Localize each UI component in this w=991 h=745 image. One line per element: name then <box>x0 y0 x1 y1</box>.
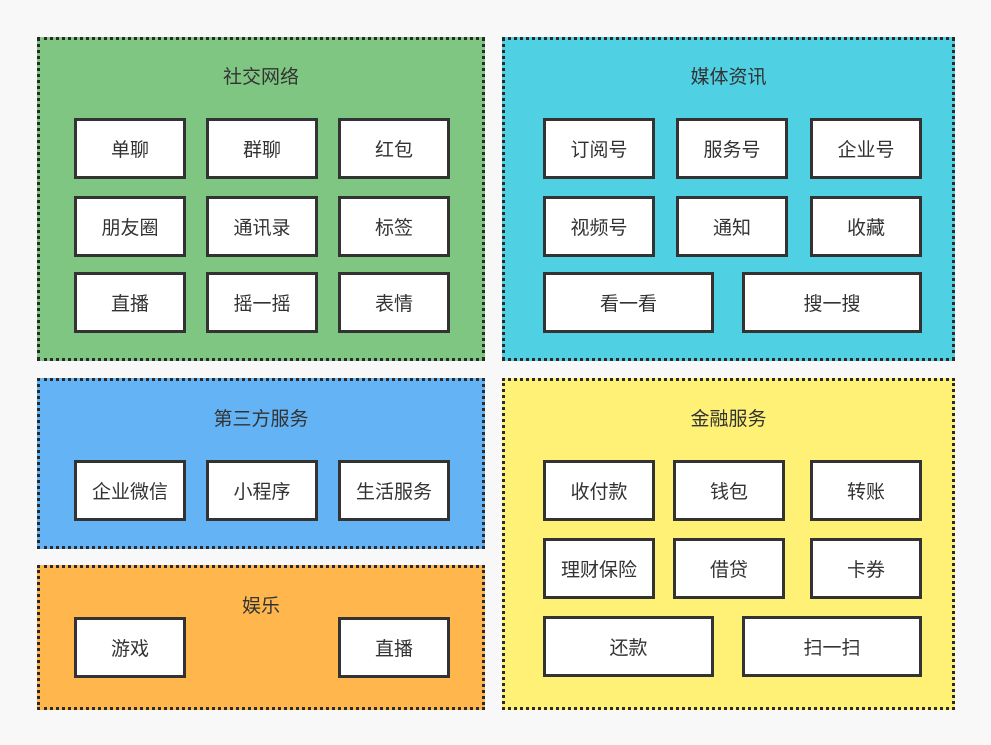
group-title-social-network: 社交网络 <box>222 66 299 88</box>
node-wecom[interactable]: 企业微信 <box>74 460 186 521</box>
node-shake[interactable]: 摇一摇 <box>206 272 318 333</box>
node-wealth-insurance[interactable]: 理财保险 <box>543 538 655 599</box>
node-scan[interactable]: 扫一扫 <box>742 616 922 677</box>
node-notification[interactable]: 通知 <box>676 196 788 257</box>
group-title-third-party-services: 第三方服务 <box>213 408 309 430</box>
node-contacts[interactable]: 通讯录 <box>206 196 318 257</box>
node-red-packet[interactable]: 红包 <box>338 118 450 179</box>
group-title-entertainment: 娱乐 <box>241 595 280 617</box>
node-subscription-account[interactable]: 订阅号 <box>543 118 655 179</box>
node-live-entertainment[interactable]: 直播 <box>338 617 450 678</box>
node-coupons[interactable]: 卡券 <box>810 538 922 599</box>
group-entertainment: 娱乐 游戏 直播 <box>37 565 485 710</box>
node-emoji[interactable]: 表情 <box>338 272 450 333</box>
node-payments[interactable]: 收付款 <box>543 460 655 521</box>
node-enterprise-account[interactable]: 企业号 <box>810 118 922 179</box>
node-life-services[interactable]: 生活服务 <box>338 460 450 521</box>
node-tags[interactable]: 标签 <box>338 196 450 257</box>
group-social-network: 社交网络 单聊 群聊 红包 朋友圈 通讯录 标签 直播 摇一摇 表情 <box>37 37 485 361</box>
node-transfer[interactable]: 转账 <box>810 460 922 521</box>
node-video-account[interactable]: 视频号 <box>543 196 655 257</box>
group-financial-services: 金融服务 收付款 钱包 转账 理财保险 借贷 卡券 还款 扫一扫 <box>502 378 955 710</box>
node-wallet[interactable]: 钱包 <box>673 460 785 521</box>
node-top-stories[interactable]: 看一看 <box>543 272 714 333</box>
group-media-news: 媒体资讯 订阅号 服务号 企业号 视频号 通知 收藏 看一看 搜一搜 <box>502 37 955 361</box>
node-single-chat[interactable]: 单聊 <box>74 118 186 179</box>
node-loans[interactable]: 借贷 <box>673 538 785 599</box>
node-favorites[interactable]: 收藏 <box>810 196 922 257</box>
node-mini-program[interactable]: 小程序 <box>206 460 318 521</box>
node-group-chat[interactable]: 群聊 <box>206 118 318 179</box>
node-service-account[interactable]: 服务号 <box>676 118 788 179</box>
node-repayment[interactable]: 还款 <box>543 616 714 677</box>
node-search[interactable]: 搜一搜 <box>742 272 922 333</box>
node-live[interactable]: 直播 <box>74 272 186 333</box>
node-moments[interactable]: 朋友圈 <box>74 196 186 257</box>
group-third-party-services: 第三方服务 企业微信 小程序 生活服务 <box>37 378 485 549</box>
group-title-media-news: 媒体资讯 <box>690 66 767 88</box>
node-games[interactable]: 游戏 <box>74 617 186 678</box>
group-title-financial-services: 金融服务 <box>690 408 767 430</box>
